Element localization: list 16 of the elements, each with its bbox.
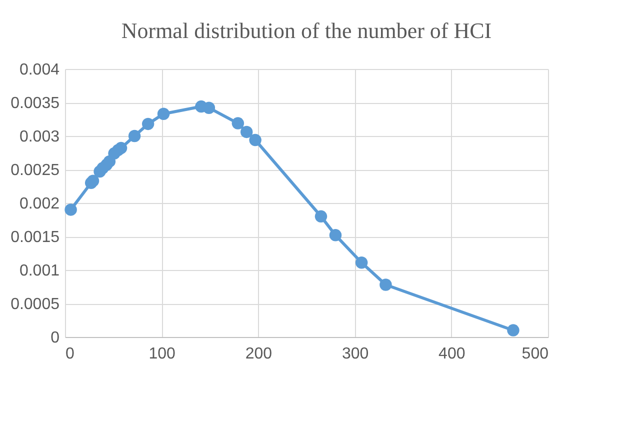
y-tick-label: 0.0015 xyxy=(10,229,60,246)
y-tick-label: 0.003 xyxy=(19,128,60,146)
x-tick-label: 400 xyxy=(438,346,466,362)
x-tick-label: 200 xyxy=(245,346,272,362)
y-tick-label: 0 xyxy=(50,330,60,346)
y-tick-label: 0.0035 xyxy=(10,95,60,112)
y-tick-label: 0.001 xyxy=(19,262,60,280)
x-tick-label: 500 xyxy=(522,346,549,362)
y-tick-label: 0.004 xyxy=(19,62,60,78)
y-tick-label: 0.002 xyxy=(19,196,60,212)
x-tick-label: 300 xyxy=(342,346,369,362)
chart-title: Normal distribution of the number of HCI xyxy=(121,18,492,43)
y-tick-label: 0.0025 xyxy=(10,162,60,179)
x-tick-label: 100 xyxy=(148,346,176,362)
x-tick-label: 0 xyxy=(66,346,74,362)
y-tick-label: 0.0005 xyxy=(10,296,60,313)
